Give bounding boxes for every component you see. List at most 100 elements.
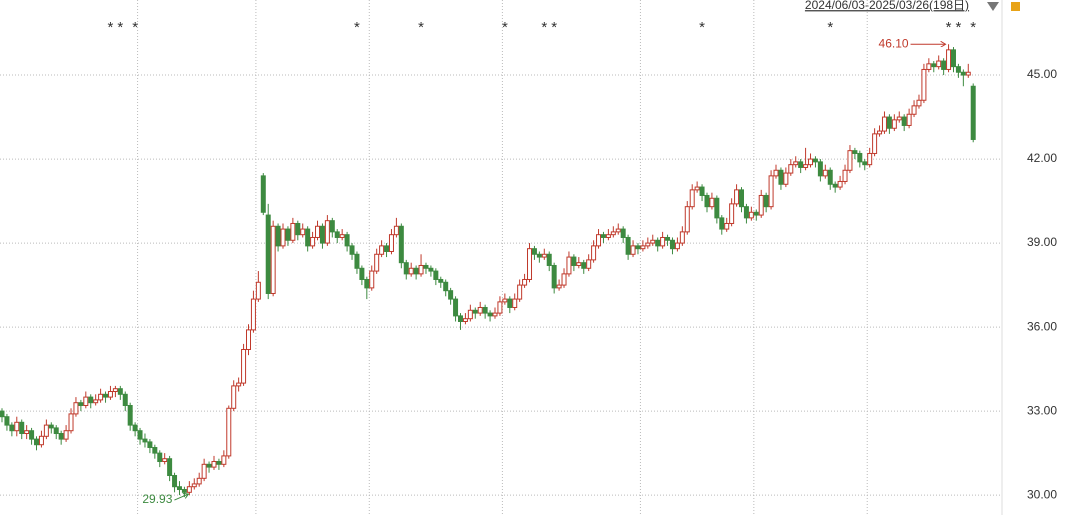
- candle-body: [872, 133, 878, 154]
- candle-body: [724, 222, 730, 230]
- candle-body: [388, 234, 394, 252]
- candle-body: [300, 228, 306, 236]
- candle-body: [881, 116, 887, 132]
- candle-body: [246, 329, 251, 350]
- y-tick-label: 33.00: [1027, 403, 1057, 417]
- candle-body: [359, 267, 365, 280]
- candle-body: [970, 85, 976, 140]
- candle-body: [625, 236, 631, 255]
- candle-body: [374, 253, 380, 272]
- candle-body: [285, 228, 291, 241]
- candle-body: [19, 421, 25, 435]
- candle-body: [906, 113, 912, 126]
- candle-body: [241, 348, 247, 384]
- candle-body: [502, 298, 508, 303]
- candle-body: [788, 164, 794, 174]
- candle-body: [29, 430, 35, 440]
- candle-body: [837, 180, 843, 188]
- period-label[interactable]: 2024/06/03-2025/03/26(198日): [805, 0, 969, 12]
- candle-body: [768, 175, 774, 208]
- candle-body: [211, 461, 217, 468]
- candle-body: [714, 197, 720, 219]
- icon[interactable]: [1011, 2, 1020, 11]
- candle-body: [127, 405, 133, 426]
- candle-body: [176, 486, 182, 491]
- candle-body: [73, 402, 79, 415]
- candle-body: [467, 309, 473, 320]
- candle-body: [231, 385, 237, 409]
- candle-body: [191, 483, 197, 488]
- candle-body: [517, 284, 523, 300]
- event-marker: *: [117, 19, 123, 36]
- candle-body: [206, 463, 212, 468]
- candle-body: [453, 298, 459, 317]
- event-marker: *: [827, 19, 833, 36]
- candle-body: [236, 382, 242, 387]
- candle-body: [58, 433, 64, 440]
- candle-body: [172, 475, 178, 488]
- candle-body: [729, 203, 735, 224]
- candle-body: [379, 245, 385, 255]
- candle-body: [98, 393, 104, 401]
- candle-body: [753, 211, 759, 216]
- candle-body: [319, 225, 325, 244]
- candle-body: [14, 421, 20, 432]
- candle-body: [487, 312, 493, 317]
- candle-body: [507, 298, 513, 308]
- candle-body: [186, 486, 192, 493]
- candle-body: [926, 63, 932, 70]
- candle-body: [384, 245, 390, 252]
- candle-body: [457, 315, 463, 322]
- candle-body: [423, 264, 429, 269]
- candle-body: [34, 438, 40, 446]
- y-tick-label: 39.00: [1027, 235, 1057, 249]
- candle-body: [911, 105, 917, 115]
- candle-body: [433, 270, 439, 280]
- candle-body: [315, 225, 321, 238]
- candle-body: [482, 306, 488, 314]
- candle-body: [398, 225, 404, 264]
- candle-body: [857, 152, 863, 163]
- candle-body: [798, 161, 804, 168]
- candle-body: [280, 228, 286, 247]
- dropdown-arrow[interactable]: [987, 2, 999, 11]
- candle-body: [655, 239, 661, 247]
- candle-body: [512, 298, 518, 308]
- event-marker: *: [541, 19, 547, 36]
- candle-body: [551, 264, 557, 289]
- event-marker: *: [699, 19, 705, 36]
- candle-body: [704, 194, 710, 208]
- candle-body: [339, 234, 345, 238]
- candle-body: [645, 242, 651, 247]
- candle-body: [936, 60, 942, 68]
- candle-body: [9, 424, 15, 432]
- candle-body: [216, 461, 222, 465]
- candle-body: [763, 194, 769, 208]
- candle-body: [748, 211, 754, 219]
- candle-body: [901, 116, 907, 126]
- candle-body: [867, 152, 873, 166]
- candle-body: [162, 458, 168, 463]
- candle-body: [477, 306, 483, 314]
- candle-body: [684, 206, 690, 233]
- candle-body: [650, 239, 656, 244]
- candle-body: [862, 161, 868, 166]
- candle-body: [921, 68, 927, 101]
- candle-body: [571, 256, 577, 266]
- candle-body: [201, 463, 207, 479]
- low-arrow: [174, 494, 188, 501]
- y-tick-label: 42.00: [1027, 151, 1057, 165]
- candle-body: [600, 234, 606, 238]
- candle-body: [778, 169, 784, 185]
- candle-body: [596, 234, 602, 247]
- candle-body: [699, 186, 705, 196]
- candle-body: [226, 407, 232, 457]
- candle-body: [88, 396, 94, 404]
- candle-body: [561, 273, 567, 286]
- candle-body: [221, 455, 227, 465]
- candle-body: [305, 228, 311, 247]
- candle-body: [896, 116, 902, 121]
- candle-body: [817, 161, 823, 177]
- candle-body: [68, 413, 74, 432]
- candle-body: [669, 239, 675, 250]
